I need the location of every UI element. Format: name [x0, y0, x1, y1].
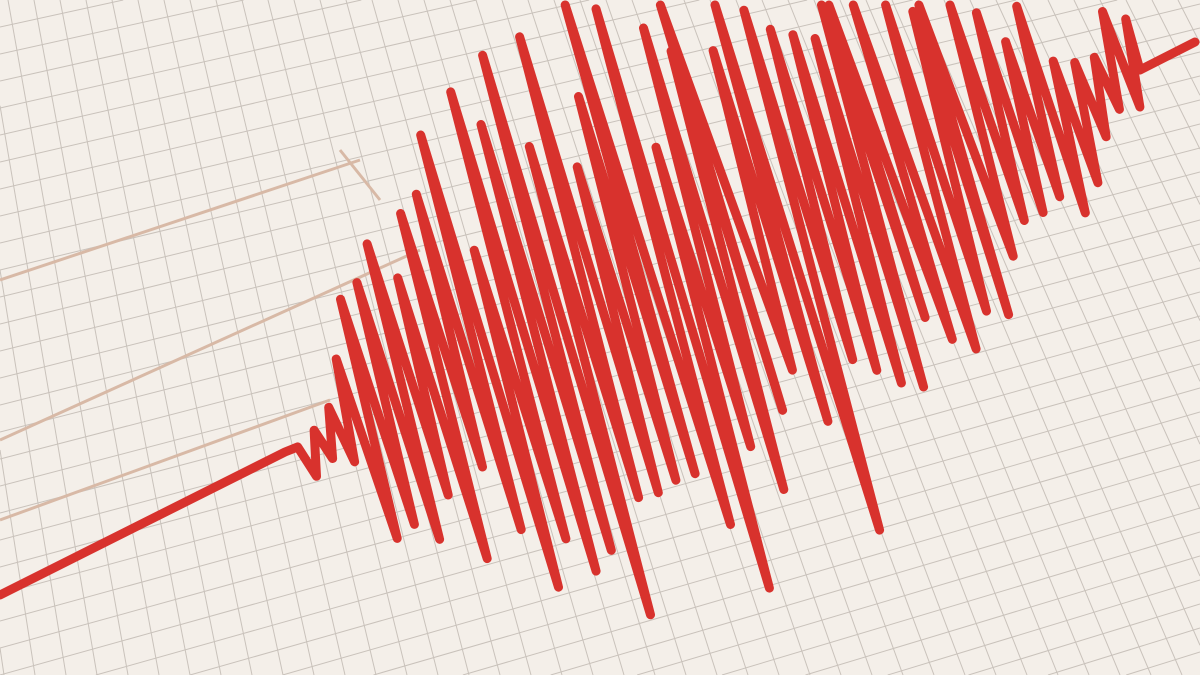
- grid-line-vertical: [1047, 0, 1200, 321]
- grid-line-horizontal: [0, 0, 590, 136]
- grid-line-horizontal: [0, 3, 1200, 298]
- grid-line-horizontal: [721, 531, 1200, 675]
- grid-line-vertical: [1099, 0, 1200, 205]
- grid-line-horizontal: [95, 363, 1200, 675]
- grid-line-horizontal: [0, 0, 700, 163]
- grid-line-vertical: [1125, 0, 1200, 150]
- grid-line-horizontal: [887, 579, 1200, 675]
- grid-line-vertical: [1073, 0, 1200, 262]
- grid-line-vertical: [59, 0, 191, 675]
- grid-line-horizontal: [189, 387, 1200, 675]
- graph-paper-major-lines: [0, 149, 421, 522]
- grid-line-horizontal: [373, 435, 1200, 675]
- seismic-trace: [0, 0, 1200, 620]
- grid-line-vertical: [85, 0, 222, 675]
- grid-line-vertical: [0, 269, 67, 675]
- grid-line-horizontal: [462, 459, 1200, 675]
- grid-line-horizontal: [0, 0, 477, 109]
- grid-line-vertical: [33, 0, 160, 675]
- grid-line-vertical: [1177, 0, 1200, 44]
- grid-line-vertical: [215, 0, 377, 675]
- grid-line-horizontal: [1126, 651, 1200, 675]
- grid-line-major: [0, 158, 361, 282]
- grid-line-vertical: [163, 0, 315, 675]
- grid-line-vertical: [0, 105, 98, 675]
- grid-line-vertical: [7, 0, 129, 675]
- grid-line-vertical: [293, 0, 470, 675]
- grid-line-vertical: [111, 0, 253, 675]
- grid-line-vertical: [943, 0, 1200, 577]
- grid-line-horizontal: [0, 0, 362, 82]
- grid-line-vertical: [917, 0, 1200, 646]
- grid-line-major: [338, 149, 382, 201]
- grid-line-horizontal: [0, 0, 124, 28]
- grid-line-horizontal: [1047, 627, 1200, 675]
- grid-line-major: [0, 248, 421, 442]
- grid-line-horizontal: [805, 555, 1200, 675]
- grid-line-horizontal: [282, 411, 1200, 675]
- grid-line-horizontal: [636, 507, 1200, 675]
- grid-line-horizontal: [550, 483, 1200, 675]
- grid-line-vertical: [0, 647, 5, 675]
- seismic-trace-line: [0, 0, 1200, 620]
- grid-line-vertical: [241, 0, 408, 675]
- grid-line-horizontal: [0, 315, 1200, 649]
- grid-line-horizontal: [968, 603, 1200, 675]
- grid-line-vertical: [137, 0, 284, 675]
- grid-line-major: [0, 398, 331, 522]
- grid-line-horizontal: [0, 0, 244, 55]
- grid-line-vertical: [969, 0, 1200, 510]
- grid-line-horizontal: [0, 123, 1200, 433]
